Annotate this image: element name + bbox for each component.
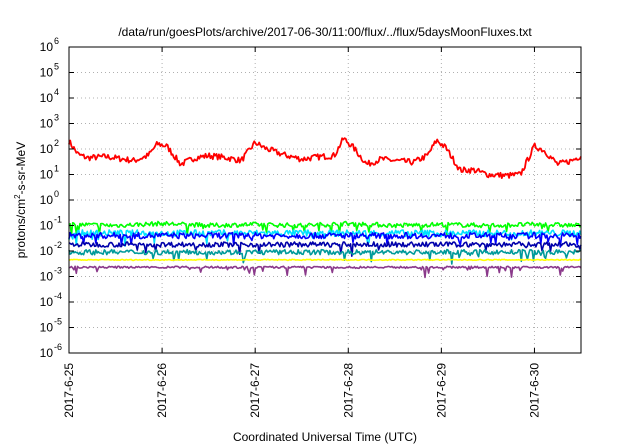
x-tick-label: 2017-6-28 [341, 363, 355, 418]
y-tick-label: 10 [40, 270, 54, 284]
y-tick-exponent: 6 [54, 36, 59, 46]
y-tick-exponent: -3 [54, 266, 62, 276]
series-line [68, 258, 582, 262]
y-tick-exponent: 5 [54, 62, 59, 72]
x-tick-label: 2017-6-29 [434, 363, 448, 418]
x-axis-label: Coordinated Universal Time (UTC) [233, 430, 417, 444]
y-tick-label: 10 [40, 346, 54, 360]
y-axis-label-tail: -s-sr-MeV [14, 142, 28, 195]
y-tick-exponent: 2 [54, 138, 59, 148]
y-tick-exponent: 4 [54, 87, 59, 97]
series-line [68, 137, 582, 179]
y-tick-label: 10 [40, 321, 54, 335]
y-tick-exponent: -5 [54, 317, 62, 327]
y-tick-exponent: -6 [54, 342, 62, 352]
y-axis-label-base: protons/cm [14, 199, 28, 258]
y-tick-exponent: 1 [54, 164, 59, 174]
grid-lines [69, 47, 581, 353]
chart-title: /data/run/goesPlots/archive/2017-06-30/1… [118, 25, 532, 39]
y-tick-exponent: 3 [54, 113, 59, 123]
x-tick-label: 2017-6-30 [527, 363, 541, 418]
y-tick-exponent: -1 [54, 215, 62, 225]
y-tick-label: 10 [40, 40, 54, 54]
x-tick-label: 2017-6-27 [248, 363, 262, 418]
y-tick-label: 10 [40, 295, 54, 309]
series-lines [68, 137, 582, 279]
x-tick-label: 2017-6-25 [62, 363, 76, 418]
y-tick-exponent: -4 [54, 291, 62, 301]
series-line [68, 229, 582, 247]
series-line [68, 248, 582, 265]
y-tick-label: 10 [40, 142, 54, 156]
x-tick-labels: 2017-6-25 2017-6-26 2017-6-27 2017-6-28 2017… [62, 47, 541, 418]
y-tick-label: 10 [40, 193, 54, 207]
series-line [68, 265, 582, 279]
y-tick-label: 10 [40, 117, 54, 131]
y-axis-label-sup: 2 [13, 194, 22, 199]
y-tick-labels: 10 -610 -510 -410 -310 -210 -110 010 110 210 310 41… [40, 36, 581, 360]
y-tick-exponent: 0 [54, 189, 59, 199]
series-line [68, 241, 582, 257]
y-tick-label: 10 [40, 168, 54, 182]
series-line [68, 220, 582, 237]
y-tick-label: 10 [40, 244, 54, 258]
y-tick-label: 10 [40, 66, 54, 80]
y-tick-label: 10 [40, 219, 54, 233]
y-axis-label: protons/cm2-s-sr-MeV [13, 142, 28, 258]
y-tick-exponent: -2 [54, 240, 62, 250]
x-tick-label: 2017-6-26 [155, 363, 169, 418]
y-tick-label: 10 [40, 91, 54, 105]
